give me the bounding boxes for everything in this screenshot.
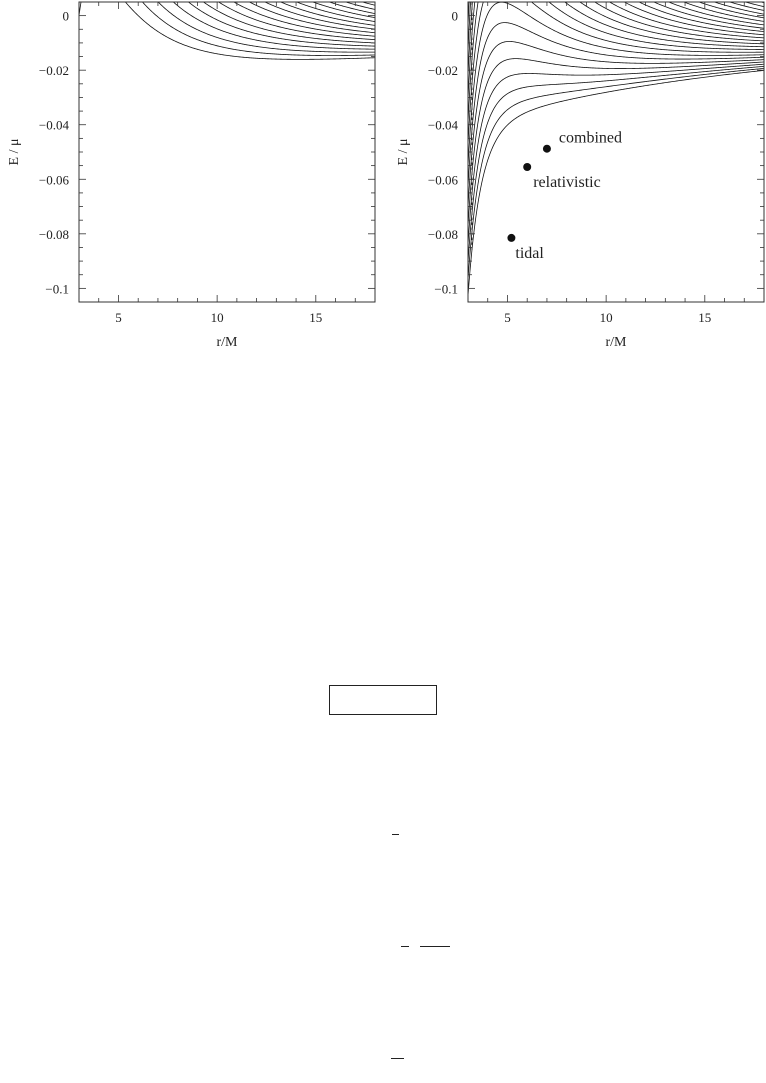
energy-curve: [468, 2, 764, 76]
annotation-label: relativistic: [533, 174, 601, 191]
energy-curve: [468, 41, 764, 207]
energy-curve: [202, 2, 375, 44]
left-y-axis-label: E / μ: [7, 139, 22, 166]
energy-curve: [248, 2, 375, 34]
left-x-axis-label: r/M: [217, 335, 239, 350]
annotation-label: combined: [559, 130, 622, 147]
fraction-bar: [401, 946, 409, 947]
y-tick-label: −0.08: [39, 227, 69, 242]
left-x-ticks: 5 10 15: [78, 2, 376, 325]
energy-curve: [468, 63, 764, 245]
y-tick-label: −0.02: [39, 63, 69, 78]
energy-curve: [468, 65, 764, 263]
energy-curve: [311, 2, 375, 19]
energy-curve: [468, 58, 764, 226]
y-tick-label: 0: [63, 9, 70, 24]
right-y-axis-label: E / μ: [396, 139, 411, 166]
energy-curve: [468, 2, 764, 122]
y-tick-label: −0.08: [428, 227, 458, 242]
x-tick-label: 5: [504, 310, 511, 325]
x-tick-label: 15: [309, 310, 322, 325]
energy-curve: [638, 2, 764, 32]
energy-curve: [652, 2, 764, 29]
x-tick-label: 10: [600, 310, 613, 325]
energy-curve: [233, 2, 375, 37]
annotation-marker: [542, 144, 551, 153]
y-tick-label: −0.1: [45, 281, 69, 296]
energy-curve: [468, 2, 764, 166]
annotation-label: tidal: [515, 245, 544, 262]
energy-curve: [667, 2, 764, 26]
y-tick-label: 0: [452, 9, 459, 24]
right-curves: [468, 2, 764, 296]
energy-curve: [217, 2, 375, 41]
right-annotations: combined relativistic tidal: [507, 130, 622, 262]
energy-curve: [263, 2, 375, 30]
energy-curve: [79, 0, 375, 1]
energy-curve: [172, 2, 375, 50]
left-y-ticks: 0 −0.02 −0.04 −0.06 −0.08 −0.1: [39, 9, 375, 303]
energy-curve: [157, 2, 375, 53]
boxed-equation-frame: [329, 685, 437, 715]
annotation-marker: [523, 163, 532, 171]
x-tick-label: 5: [115, 310, 122, 325]
y-tick-label: −0.04: [428, 118, 459, 133]
energy-curve: [79, 2, 375, 60]
energy-curve: [468, 2, 764, 99]
energy-curve: [295, 2, 375, 22]
energy-curve: [279, 2, 375, 26]
energy-curve: [468, 22, 764, 187]
right-panel: 5 10 15 0 −0.02 −0.04 −0.06 −0.08 −0.1 r/M E / …: [396, 1, 765, 350]
energy-curve: [468, 68, 764, 280]
energy-curve: [468, 2, 764, 145]
energy-curve: [344, 2, 375, 10]
y-tick-label: −0.04: [39, 118, 70, 133]
energy-curve: [682, 2, 764, 22]
fraction-bar: [391, 1058, 404, 1059]
energy-curve: [141, 2, 375, 56]
left-curves: [79, 0, 375, 60]
y-tick-label: −0.1: [434, 281, 458, 296]
left-plot-frame: [78, 1, 376, 303]
y-tick-label: −0.06: [428, 172, 459, 187]
x-tick-label: 10: [211, 310, 224, 325]
right-x-axis-label: r/M: [606, 335, 628, 350]
x-tick-label: 15: [698, 310, 711, 325]
y-tick-label: −0.02: [428, 63, 458, 78]
right-x-ticks: 5 10 15: [467, 2, 765, 325]
right-y-ticks: 0 −0.02 −0.04 −0.06 −0.08 −0.1: [428, 9, 764, 303]
energy-curve: [697, 2, 764, 19]
y-tick-label: −0.06: [39, 172, 70, 187]
annotation-marker: [507, 233, 516, 242]
fraction-bar: [392, 834, 399, 835]
energy-curve: [623, 2, 764, 36]
right-plot-frame: [467, 1, 765, 303]
energy-curve: [187, 2, 375, 47]
energy-curve: [468, 2, 764, 39]
energy-curve: [468, 2, 764, 51]
fraction-bar: [420, 946, 450, 947]
energy-curve: [468, 69, 764, 296]
left-panel: 5 10 15 0 −0.02 −0.04 −0.06 −0.08 −0.1 r/M E / …: [7, 0, 376, 350]
